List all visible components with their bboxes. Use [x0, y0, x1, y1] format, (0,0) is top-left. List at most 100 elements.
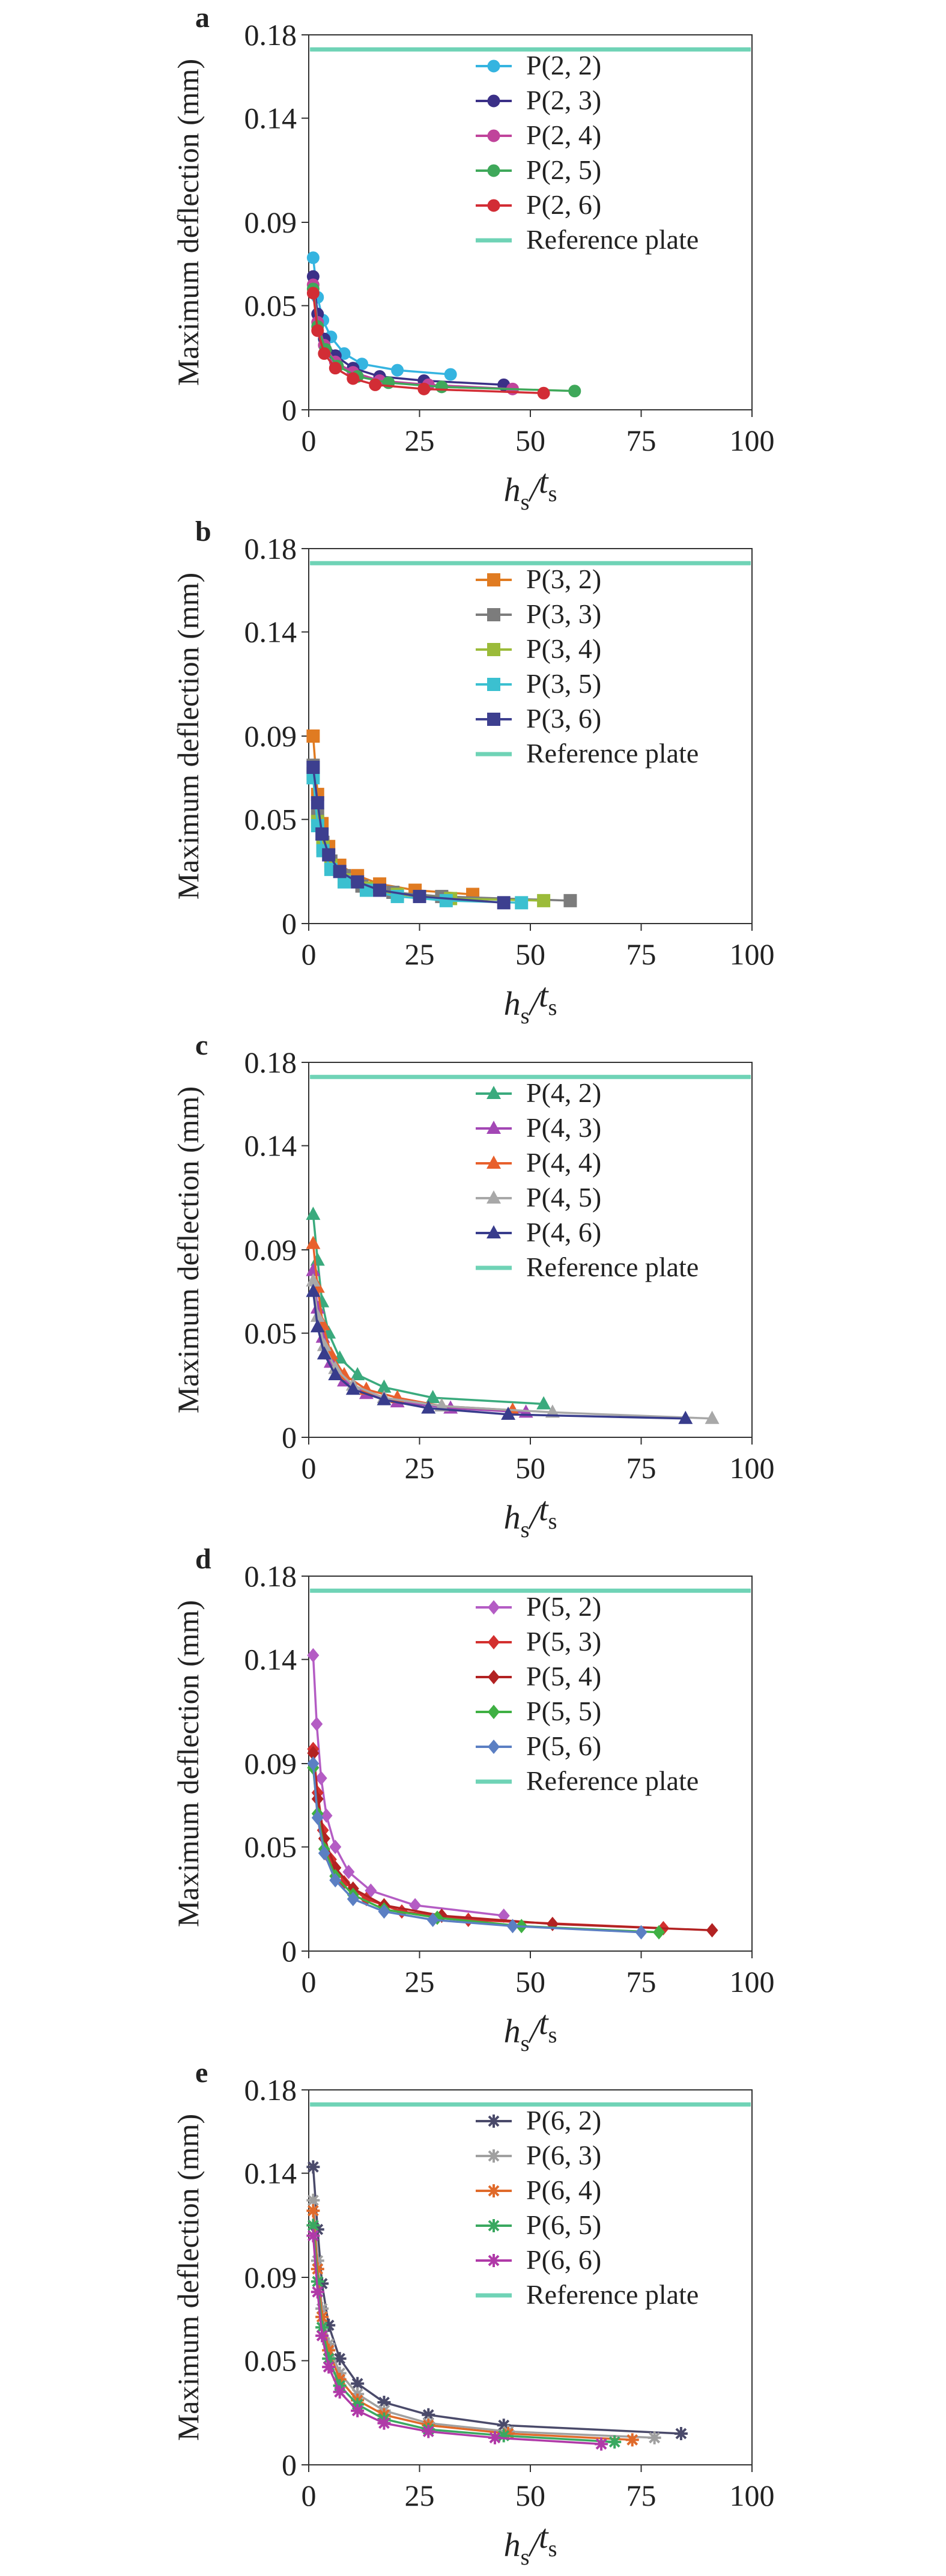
x-tick-label: 0 — [302, 1451, 317, 1485]
data-point — [315, 2277, 329, 2291]
data-point — [537, 386, 550, 400]
y-tick-label: 0.05 — [244, 803, 297, 836]
x-tick-label: 75 — [626, 2479, 656, 2512]
series-p-5-2- — [307, 1648, 510, 1923]
legend-marker — [487, 573, 500, 586]
data-point — [378, 1904, 390, 1919]
x-tick-label: 0 — [302, 424, 317, 457]
data-point — [320, 1808, 333, 1823]
data-point — [306, 2193, 320, 2207]
data-point — [317, 1346, 332, 1360]
data-point — [342, 1865, 355, 1880]
y-tick-label: 0 — [282, 1934, 297, 1968]
legend-label: P(3, 2) — [526, 564, 601, 594]
legend-label: P(6, 6) — [526, 2244, 601, 2275]
data-point — [421, 1400, 436, 1414]
data-point — [307, 1648, 320, 1663]
series-p-4-4- — [306, 1235, 520, 1416]
legend: P(3, 2) P(3, 3) P(3, 4) P(3, 5) P(3, 6) Refer… — [476, 564, 699, 769]
y-tick-label: 0.05 — [244, 2344, 297, 2378]
data-point — [306, 729, 320, 743]
data-point — [306, 2160, 320, 2174]
x-tick-label: 25 — [405, 1965, 435, 1999]
data-point — [351, 2404, 365, 2417]
y-tick-label: 0.14 — [244, 2157, 297, 2190]
y-tick-label: 0 — [282, 2448, 297, 2482]
y-tick-label: 0.18 — [244, 1559, 297, 1593]
data-point — [318, 1846, 330, 1861]
data-point — [322, 2318, 336, 2332]
x-tick-label: 100 — [730, 937, 775, 971]
data-point — [426, 1913, 439, 1927]
data-point — [322, 2360, 336, 2374]
data-point — [350, 1367, 365, 1380]
legend-label-reference: Reference plate — [526, 738, 699, 769]
data-point — [311, 796, 324, 809]
legend: P(5, 2) P(5, 3) P(5, 4) P(5, 5) P(5, 6) Refer… — [476, 1591, 699, 1796]
data-point — [306, 1235, 321, 1249]
series-line — [312, 1280, 712, 1420]
x-axis-label: hs/ts — [504, 2518, 557, 2570]
legend-label: P(5, 5) — [526, 1696, 601, 1726]
data-point — [306, 761, 320, 774]
data-point — [377, 1392, 392, 1405]
x-axis-label: hs/ts — [504, 463, 557, 515]
y-tick-label: 0.18 — [244, 532, 297, 565]
data-point — [311, 1791, 324, 1806]
y-axis-label: Maximum deflection (mm) — [171, 1600, 205, 1927]
legend-label: P(5, 6) — [526, 1731, 601, 1761]
data-point — [329, 362, 342, 375]
legend-marker — [487, 2184, 500, 2197]
data-point — [311, 1717, 323, 1732]
x-tick-label: 75 — [626, 1965, 656, 1999]
series-p-2-6- — [306, 287, 550, 400]
y-tick-label: 0.05 — [244, 1830, 297, 1864]
legend-label: P(6, 3) — [526, 2140, 601, 2170]
data-point — [306, 2229, 320, 2243]
data-point — [306, 2204, 320, 2218]
data-point — [345, 1381, 360, 1395]
chart-panel-b: b 0 0.05 0.09 0.14 0.18 0 25 50 75 100 Maximum defl… — [171, 516, 775, 1029]
data-point — [333, 2385, 347, 2399]
data-point — [608, 2435, 622, 2449]
data-point — [347, 372, 360, 385]
data-point — [306, 1273, 321, 1286]
data-point — [653, 1925, 666, 1940]
legend-marker — [487, 713, 500, 726]
data-point — [568, 385, 581, 398]
legend-label-reference: Reference plate — [526, 1252, 699, 1282]
legend-marker — [487, 59, 500, 73]
data-point — [413, 889, 426, 903]
x-tick-label: 75 — [626, 937, 656, 971]
legend-label: P(6, 5) — [526, 2209, 601, 2240]
data-point — [377, 1379, 392, 1393]
data-point — [497, 2419, 511, 2432]
legend-label: P(4, 6) — [526, 1217, 601, 1247]
panel-letter: b — [195, 516, 211, 547]
legend-label-reference: Reference plate — [526, 224, 699, 255]
y-tick-label: 0.09 — [244, 206, 297, 239]
data-point — [318, 347, 331, 360]
data-point — [435, 380, 448, 394]
legend-label: P(4, 5) — [526, 1182, 601, 1213]
data-point — [439, 894, 453, 907]
y-axis-label: Maximum deflection (mm) — [171, 59, 205, 386]
data-point — [315, 1771, 327, 1786]
x-tick-label: 50 — [515, 1965, 545, 1999]
data-point — [391, 364, 404, 377]
panel-letter: e — [195, 2057, 208, 2089]
x-tick-label: 25 — [405, 424, 435, 457]
data-point — [306, 1283, 321, 1297]
legend-marker — [488, 1600, 500, 1615]
data-point — [315, 827, 329, 841]
x-tick-label: 25 — [405, 2479, 435, 2512]
y-tick-label: 0.09 — [244, 1747, 297, 1780]
x-tick-label: 100 — [730, 1965, 775, 1999]
x-tick-label: 100 — [730, 424, 775, 457]
y-tick-label: 0.14 — [244, 615, 297, 649]
data-point — [311, 1810, 324, 1825]
data-point — [333, 2352, 347, 2366]
x-tick-label: 50 — [515, 937, 545, 971]
y-tick-label: 0.09 — [244, 719, 297, 753]
series-p-2-4- — [306, 278, 519, 395]
